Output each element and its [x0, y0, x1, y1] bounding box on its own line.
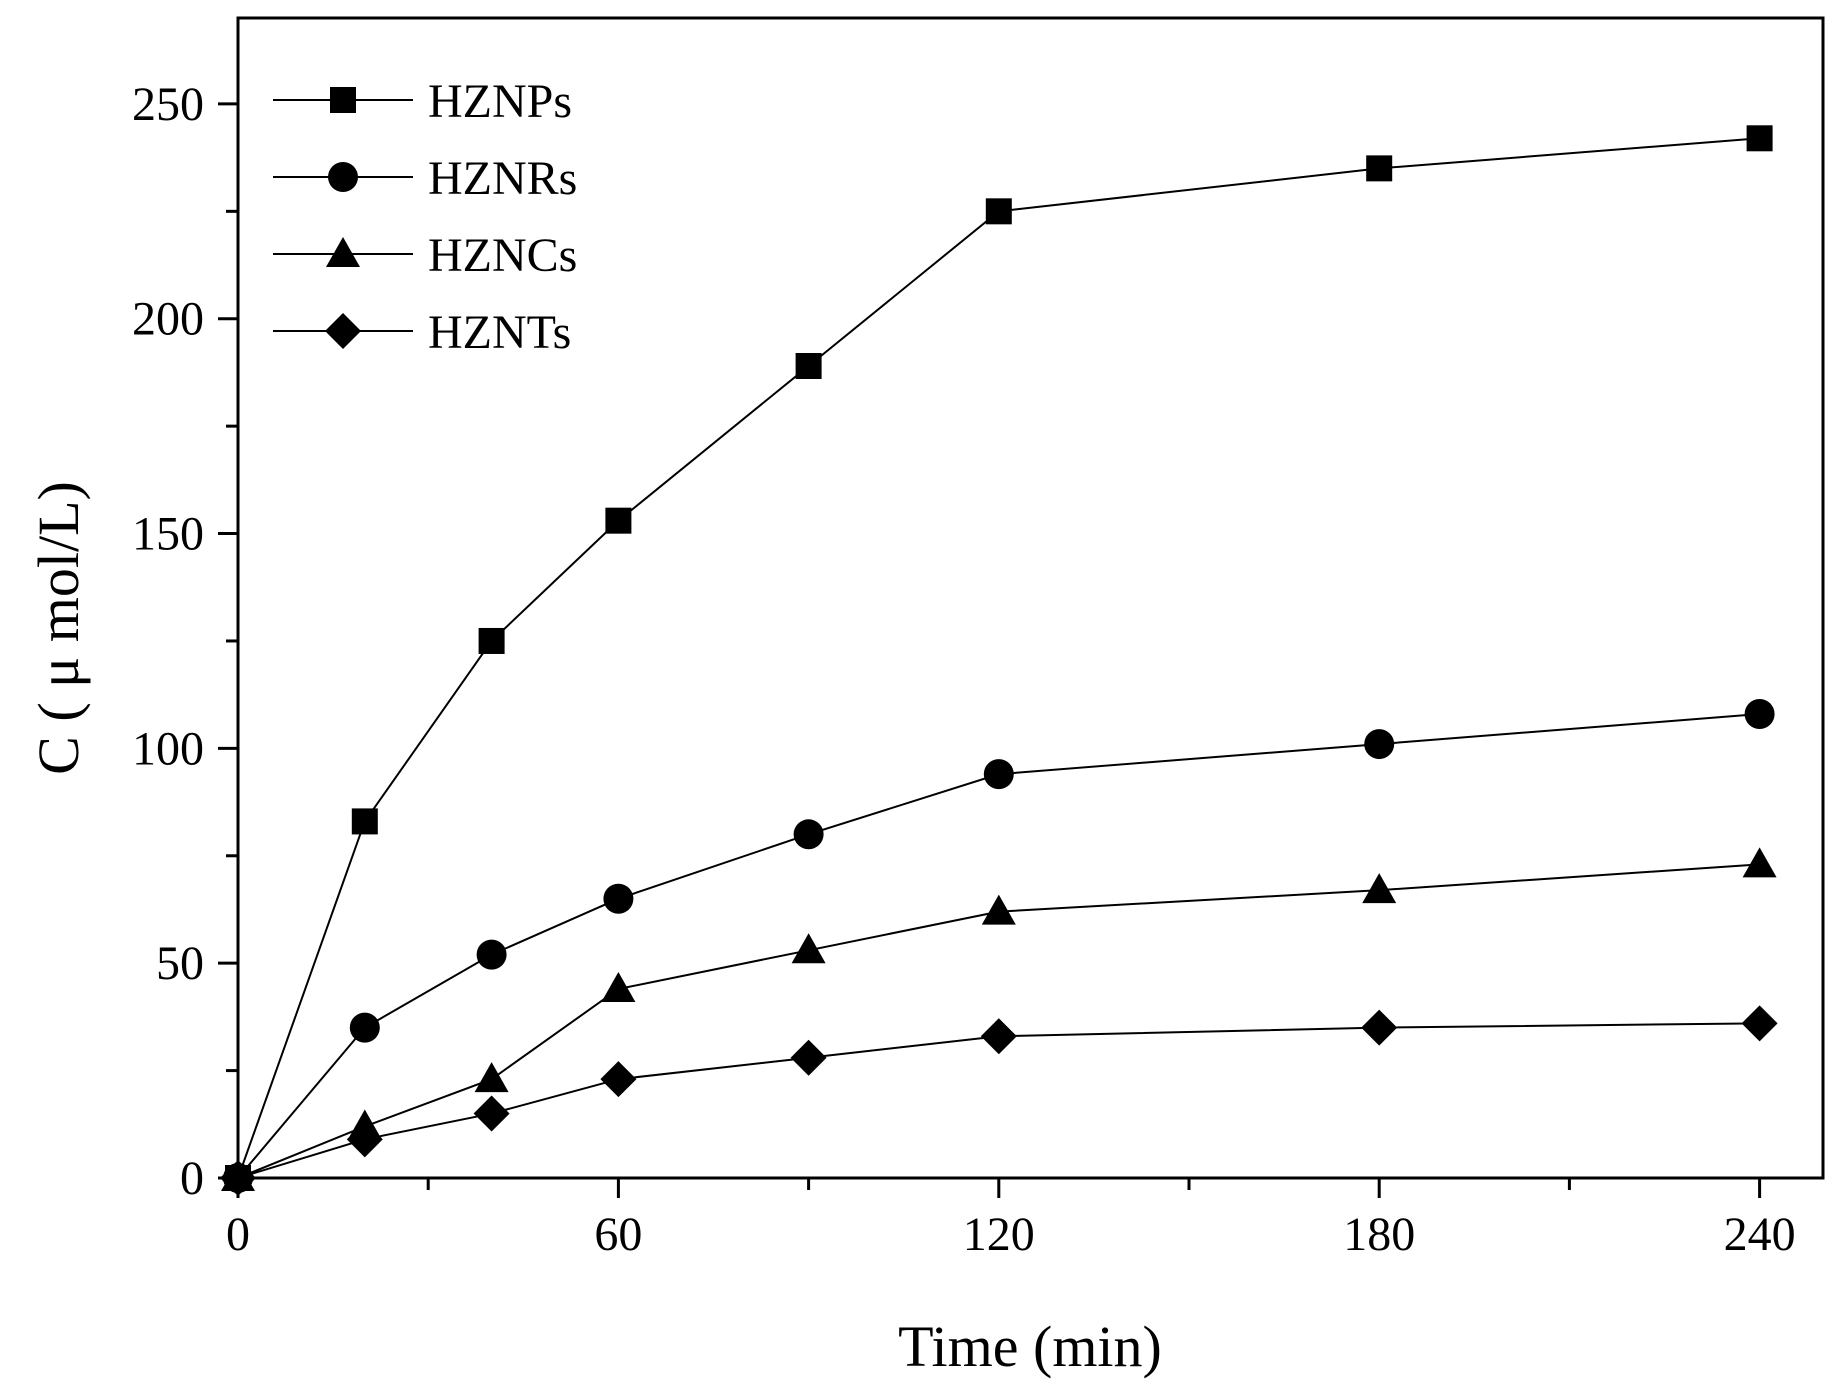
data-point-hznrs [1364, 729, 1395, 760]
data-point-hznps [478, 627, 505, 654]
data-point-hznts [600, 1061, 637, 1098]
data-point-hznps [351, 808, 378, 835]
data-point-hznrs [1744, 699, 1775, 729]
x-tick-label: 120 [963, 1208, 1035, 1261]
series-hznrs [223, 699, 1775, 1193]
data-point-hzncs [601, 971, 636, 1002]
data-point-hznrs [349, 1012, 380, 1043]
y-tick-label: 0 [180, 1152, 204, 1205]
data-point-hznps [1746, 125, 1773, 152]
x-tick-label: 180 [1343, 1208, 1415, 1261]
legend-item-hznps: HZNPs [273, 75, 572, 128]
plot-area-frame [236, 16, 1825, 1180]
y-tick-label: 100 [132, 722, 204, 775]
data-point-hznrs [793, 819, 824, 850]
data-point-hzncs [1362, 873, 1397, 904]
series-layer [220, 125, 1778, 1196]
y-tick-label: 250 [132, 78, 204, 131]
data-point-hznts [1741, 1005, 1778, 1042]
y-tick-label: 150 [132, 508, 204, 561]
tick-labels: 0 60 120 180 240 0 50 100 150 200 250 [132, 78, 1796, 1261]
legend-item-hznts: HZNTs [273, 306, 571, 359]
legend-item-hznrs: HZNRs [273, 152, 577, 205]
data-point-hznts [346, 1121, 383, 1158]
data-point-hznts [1361, 1009, 1398, 1046]
data-point-hznps [605, 507, 632, 534]
data-point-hzncs [474, 1062, 509, 1093]
x-tick-label: 60 [594, 1208, 642, 1261]
legend-marker-hznps [330, 87, 356, 113]
data-point-hznrs [476, 939, 507, 970]
y-tick-label: 50 [156, 937, 204, 990]
x-tick-label: 0 [226, 1208, 250, 1261]
legend-item-hzncs: HZNCs [273, 229, 577, 282]
series-line-hznrs [237, 713, 1760, 1179]
legend-label-hznps: HZNPs [428, 75, 572, 128]
data-point-hzncs [1742, 847, 1777, 878]
legend-marker-hznts [325, 313, 361, 349]
data-point-hznrs [603, 883, 634, 914]
x-axis-title: Time (min) [898, 1314, 1162, 1379]
legend-label-hzncs: HZNCs [428, 229, 577, 282]
legend-marker-hznrs [328, 162, 358, 192]
x-tick-label: 240 [1724, 1208, 1796, 1261]
data-point-hzncs [791, 933, 826, 964]
series-line-hzncs [237, 863, 1760, 1179]
data-point-hznts [473, 1095, 510, 1132]
data-point-hzncs [981, 894, 1016, 925]
series-line-hznts [237, 1022, 1760, 1179]
data-point-hznts [790, 1039, 827, 1076]
y-axis-title: C ( μ mol/L) [26, 481, 91, 775]
series-line-hznps [237, 137, 1760, 1179]
data-point-hznps [985, 198, 1012, 225]
data-point-hznps [795, 353, 822, 379]
legend: HZNPs HZNRs HZNCs HZNTs [273, 75, 577, 359]
legend-label-hznts: HZNTs [428, 306, 571, 359]
legend-label-hznrs: HZNRs [428, 152, 577, 205]
data-point-hznrs [983, 759, 1014, 790]
legend-marker-hzncs [326, 237, 360, 267]
data-point-hznts [220, 1160, 256, 1196]
series-hznts [220, 1005, 1778, 1196]
data-point-hznts [980, 1018, 1017, 1055]
y-tick-label: 200 [132, 293, 204, 346]
data-point-hznps [1366, 155, 1393, 182]
